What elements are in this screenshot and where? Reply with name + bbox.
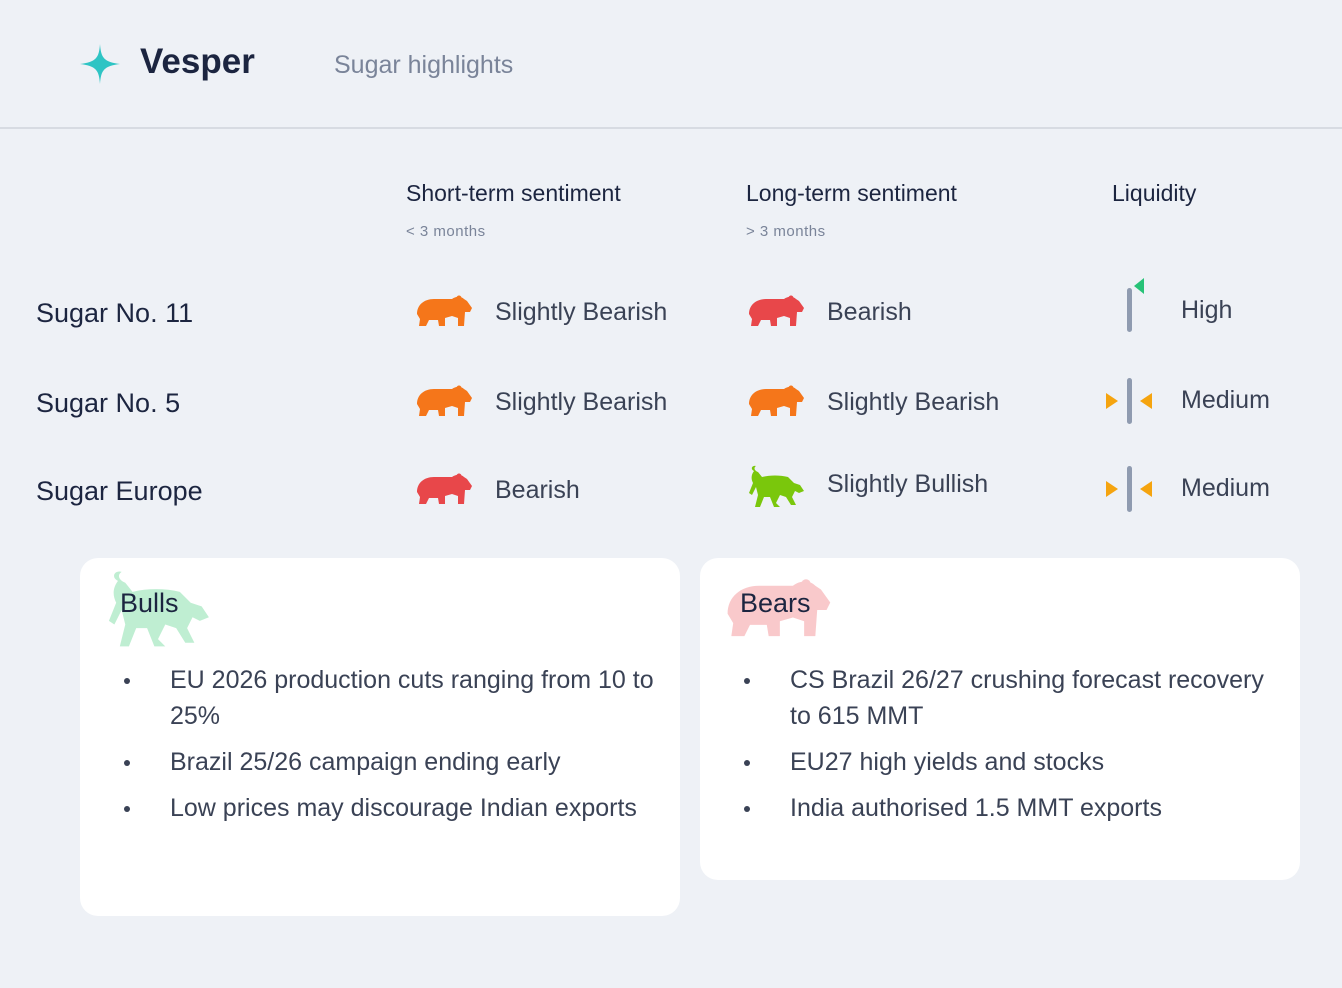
bullet-item: CS Brazil 26/27 crushing forecast recove… bbox=[744, 662, 1280, 734]
bears-card: Bears CS Brazil 26/27 crushing forecast … bbox=[700, 558, 1300, 880]
sentiment-label: Bearish bbox=[827, 298, 912, 326]
bull-list: EU 2026 production cuts ranging from 10 … bbox=[124, 662, 660, 836]
row-name: Sugar Europe bbox=[36, 476, 203, 506]
icon bbox=[746, 294, 806, 335]
sentiment-label: Slightly Bearish bbox=[827, 388, 1000, 416]
sentiment-label: Slightly Bullish bbox=[827, 470, 989, 498]
bullet-item: Low prices may discourage Indian exports bbox=[124, 790, 660, 826]
icon bbox=[746, 384, 806, 425]
brand: Vesper bbox=[140, 42, 255, 81]
liquidity-label: High bbox=[1181, 296, 1233, 324]
bear-list: CS Brazil 26/27 crushing forecast recove… bbox=[744, 662, 1280, 836]
icon bbox=[746, 465, 806, 514]
card-title: Bears bbox=[740, 588, 811, 618]
top-bar: Vesper Sugar highlights bbox=[0, 0, 1342, 129]
bulls-card: Bulls EU 2026 production cuts ranging fr… bbox=[80, 558, 680, 916]
sentiment-label: Slightly Bearish bbox=[495, 298, 668, 326]
liquidity-label: Medium bbox=[1181, 386, 1270, 414]
icon bbox=[414, 294, 474, 335]
icon bbox=[1106, 466, 1166, 517]
icon bbox=[1106, 378, 1166, 429]
sentiment-label: Bearish bbox=[495, 476, 580, 504]
liquidity-label: Medium bbox=[1181, 474, 1270, 502]
sentiment-label: Slightly Bearish bbox=[495, 388, 668, 416]
column-subtitle: > 3 months bbox=[746, 223, 826, 240]
bullet-item: EU 2026 production cuts ranging from 10 … bbox=[124, 662, 660, 734]
bullet-item: EU27 high yields and stocks bbox=[744, 744, 1280, 780]
column-header: Liquidity bbox=[1112, 180, 1197, 206]
column-header: Long-term sentiment bbox=[746, 180, 957, 206]
icon bbox=[1106, 278, 1166, 339]
icon bbox=[414, 384, 474, 425]
row-name: Sugar No. 11 bbox=[36, 298, 194, 328]
column-header: Short-term sentiment bbox=[406, 180, 621, 206]
logo bbox=[80, 44, 120, 84]
card-title: Bulls bbox=[120, 588, 179, 618]
column-subtitle: < 3 months bbox=[406, 223, 486, 240]
page-title: Sugar highlights bbox=[334, 51, 514, 79]
icon bbox=[414, 472, 474, 513]
bullet-item: India authorised 1.5 MMT exports bbox=[744, 790, 1280, 826]
bullet-item: Brazil 25/26 campaign ending early bbox=[124, 744, 660, 780]
row-name: Sugar No. 5 bbox=[36, 388, 181, 418]
